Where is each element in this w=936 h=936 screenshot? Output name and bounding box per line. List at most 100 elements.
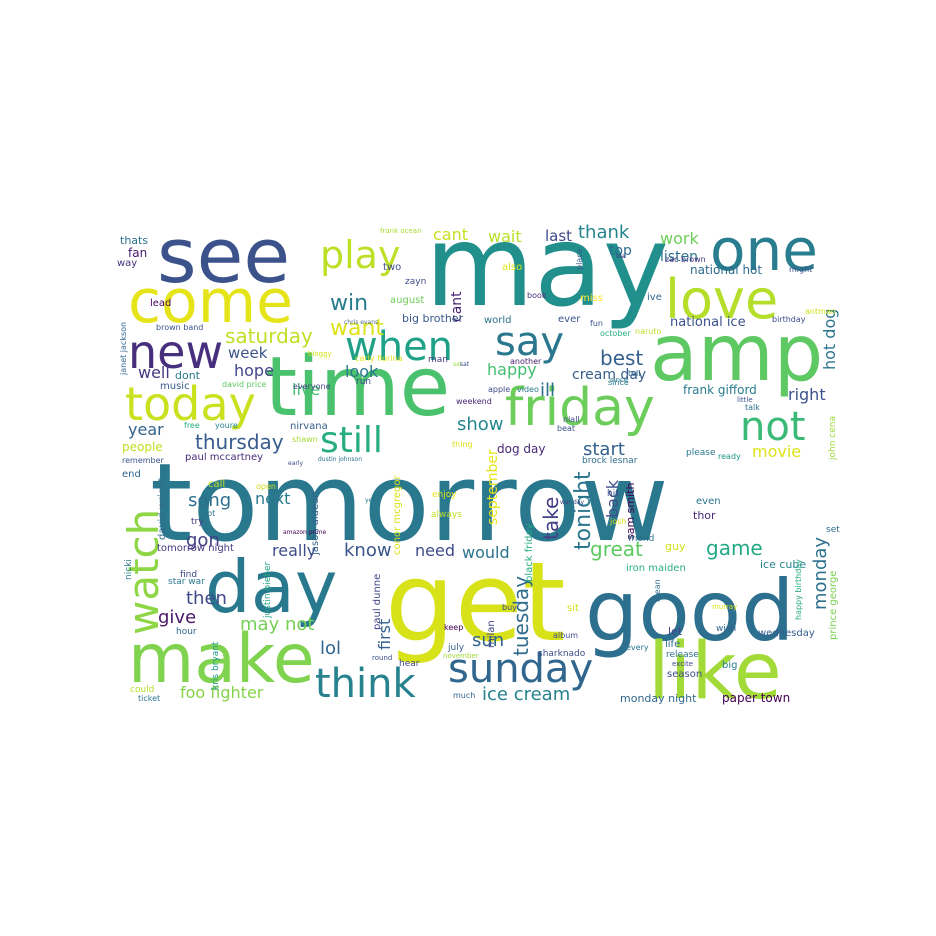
cloud-word: hot dog xyxy=(820,309,839,370)
cloud-word: iron maiden xyxy=(626,563,686,574)
cloud-word: big brother xyxy=(402,312,464,325)
cloud-word: war day xyxy=(560,499,584,506)
cloud-word: shawn xyxy=(292,435,318,444)
cloud-word: conor mcgregor xyxy=(392,475,403,555)
cloud-word: album xyxy=(553,631,578,640)
cloud-word: amazon prime xyxy=(283,529,327,536)
cloud-word: john cena xyxy=(828,416,838,461)
cloud-word: amp xyxy=(650,309,823,399)
cloud-word: thats xyxy=(120,234,148,247)
cloud-word: way xyxy=(117,258,137,269)
cloud-word: naruto xyxy=(635,327,661,336)
cloud-word: paul mccartney xyxy=(185,452,263,463)
cloud-word: sun xyxy=(472,630,504,651)
cloud-word: start xyxy=(583,439,625,460)
cloud-word: star war xyxy=(168,577,205,587)
cloud-word: people xyxy=(122,440,163,454)
cloud-word: may xyxy=(425,202,669,332)
cloud-word: frank gifford xyxy=(683,383,757,397)
cloud-word: place xyxy=(575,248,584,270)
cloud-word: end xyxy=(122,469,141,480)
cloud-word: ever xyxy=(558,314,581,325)
cloud-word: saturday xyxy=(225,324,313,348)
cloud-word: hit xyxy=(607,489,619,499)
cloud-word: also xyxy=(502,262,522,273)
cloud-word: miss xyxy=(580,293,603,304)
cloud-word: may not xyxy=(240,614,314,635)
cloud-word: gon xyxy=(186,530,220,551)
cloud-word: justin bieber xyxy=(263,562,273,619)
cloud-word: need xyxy=(415,541,455,560)
cloud-word: thursday xyxy=(195,430,284,454)
cloud-word: sunday xyxy=(448,646,593,692)
cloud-word: great xyxy=(590,537,643,561)
cloud-word: season xyxy=(667,669,702,680)
cloud-word: fun xyxy=(590,319,603,328)
cloud-word: work xyxy=(660,229,699,248)
cloud-word: wait xyxy=(488,227,522,246)
cloud-word: ice cream xyxy=(482,684,570,705)
cloud-word: sit xyxy=(567,603,579,614)
cloud-word: janet jackson xyxy=(119,322,128,376)
cloud-word: one xyxy=(710,216,818,284)
cloud-word: since xyxy=(610,376,628,384)
cloud-word: day xyxy=(205,545,337,629)
cloud-word: bloggy xyxy=(308,350,332,358)
cloud-word: tomorrow night xyxy=(157,543,234,554)
cloud-word: zac brown xyxy=(665,255,706,264)
cloud-word: september xyxy=(485,449,501,525)
cloud-word: hour xyxy=(176,627,197,637)
cloud-word: happy birthday xyxy=(794,559,803,620)
cloud-word: might xyxy=(789,265,812,274)
cloud-word: foo fighter xyxy=(180,683,264,702)
cloud-word: open xyxy=(256,482,276,491)
cloud-word: august xyxy=(390,295,424,306)
cloud-word: tomorrow xyxy=(150,441,669,566)
cloud-word: tell xyxy=(628,369,641,378)
cloud-word: video xyxy=(517,385,539,394)
cloud-word: week xyxy=(228,344,268,362)
cloud-word: time xyxy=(265,340,450,435)
cloud-word: world xyxy=(484,315,512,326)
cloud-word: thank xyxy=(578,222,630,243)
cloud-word: sam smith xyxy=(624,483,637,540)
cloud-word: first xyxy=(375,619,394,650)
cloud-word: give xyxy=(158,607,196,628)
cloud-word: david price xyxy=(222,380,267,389)
cloud-word: guy xyxy=(665,540,686,553)
cloud-word: right xyxy=(788,385,826,404)
cloud-word: new xyxy=(128,325,223,379)
cloud-word: wish xyxy=(716,624,736,634)
cloud-word: dont xyxy=(175,369,201,382)
cloud-word: could xyxy=(130,685,154,695)
cloud-word: look xyxy=(345,362,379,381)
cloud-word: brock lesnar xyxy=(582,456,638,466)
cloud-word: everyone xyxy=(293,382,331,391)
cloud-word: tuesday xyxy=(509,576,533,656)
cloud-word: when xyxy=(345,324,453,370)
cloud-word: book xyxy=(527,291,547,300)
cloud-word: big xyxy=(722,660,737,671)
cloud-word: release xyxy=(666,650,699,660)
cloud-word: carly fiorina xyxy=(355,354,403,363)
cloud-word: next xyxy=(255,489,290,508)
cloud-word: thor xyxy=(693,509,716,522)
cloud-word: friday xyxy=(505,378,655,438)
cloud-word: two xyxy=(383,262,401,273)
cloud-word: frank ocean xyxy=(380,227,422,235)
cloud-word: game xyxy=(706,536,763,560)
cloud-word: nicki xyxy=(124,559,134,580)
cloud-word: thing xyxy=(452,440,473,449)
cloud-word: win xyxy=(330,291,368,316)
cloud-word: dustin johnson xyxy=(318,456,362,463)
cloud-word: top xyxy=(609,243,632,259)
cloud-word: man xyxy=(428,355,448,365)
cloud-word: youre xyxy=(215,421,238,430)
cloud-word: come xyxy=(128,267,293,337)
cloud-word: july xyxy=(447,643,465,653)
cloud-word: murray xyxy=(712,603,737,611)
cloud-word: beat xyxy=(557,424,575,433)
cloud-word: mean xyxy=(653,579,662,602)
cloud-word: back xyxy=(603,479,622,518)
